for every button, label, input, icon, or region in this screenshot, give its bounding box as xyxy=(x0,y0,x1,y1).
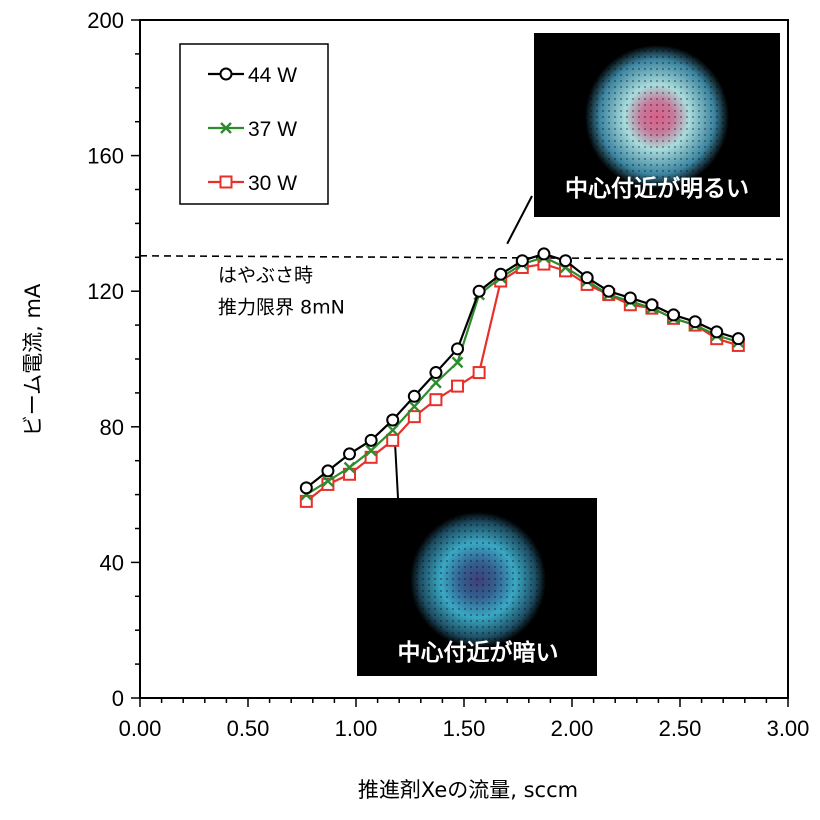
data-point xyxy=(429,366,443,380)
legend-item: 30 W xyxy=(208,172,297,195)
reference-line xyxy=(139,255,789,261)
y-tick-label: 160 xyxy=(87,144,124,169)
legend-label: 30 W xyxy=(248,172,297,195)
tick-labels: 0.00 0.50 1.00 1.50 2.00 2.50 3.00 0 40 80 120 160 2… xyxy=(87,8,809,741)
data-point xyxy=(623,291,637,305)
legend-item: 37 W xyxy=(208,118,297,141)
x-tick-label: 0.50 xyxy=(227,716,270,741)
pointer-bright xyxy=(506,195,533,245)
legend: 44 W 37 W 30 W xyxy=(179,43,329,205)
data-point xyxy=(451,379,465,393)
x-tick-label: 0.00 xyxy=(119,716,162,741)
reference-label-line1: はやぶさ時 xyxy=(218,264,313,286)
data-point xyxy=(430,376,442,389)
y-tick-label: 40 xyxy=(100,550,124,575)
y-tick-label: 80 xyxy=(100,415,124,440)
legend-marker xyxy=(219,175,233,189)
data-point xyxy=(408,400,421,413)
data-point xyxy=(559,254,573,268)
data-point xyxy=(580,271,594,285)
y-tick-label: 0 xyxy=(112,686,124,711)
data-point xyxy=(343,447,357,461)
legend-marker xyxy=(220,122,232,134)
caption-dark: 中心付近が暗い xyxy=(398,639,559,666)
legend-label: 37 W xyxy=(248,118,297,141)
y-tick-label: 200 xyxy=(87,8,124,33)
x-tick-label: 1.50 xyxy=(443,716,486,741)
data-point xyxy=(343,461,356,474)
data-point xyxy=(407,389,421,403)
data-point xyxy=(710,325,724,339)
axis-ticks xyxy=(131,19,789,707)
data-point xyxy=(731,332,745,346)
data-point xyxy=(386,424,399,437)
caption-bright: 中心付近が明るい xyxy=(565,175,749,202)
legend-marker xyxy=(219,67,233,81)
legend-label: 44 W xyxy=(248,64,297,87)
data-point xyxy=(472,284,486,298)
series-30w xyxy=(299,257,745,508)
data-point xyxy=(537,247,551,261)
data-point xyxy=(645,298,659,312)
y-axis-title: ビーム電流, mA xyxy=(21,283,45,436)
x-tick-label: 1.00 xyxy=(335,716,378,741)
data-point xyxy=(364,433,378,447)
series-line xyxy=(305,262,739,503)
x-axis-title: 推進剤Xeの流量, sccm xyxy=(358,778,578,802)
data-point xyxy=(494,267,508,281)
image-dark-center: 中心付近が暗い xyxy=(357,498,597,676)
data-point xyxy=(386,413,400,427)
pointer-dark xyxy=(393,440,399,499)
data-point xyxy=(365,444,377,457)
data-point xyxy=(472,366,486,380)
data-point xyxy=(667,308,681,322)
data-point xyxy=(688,315,702,329)
data-point xyxy=(451,356,464,369)
legend-item: 44 W xyxy=(208,64,297,87)
x-tick-label: 2.50 xyxy=(659,716,702,741)
image-bright-center: 中心付近が明るい xyxy=(534,33,780,217)
data-point xyxy=(602,284,616,298)
data-point xyxy=(451,342,465,356)
data-series xyxy=(299,247,745,508)
data-point xyxy=(386,433,400,447)
reference-label-line2: 推力限界 8mN xyxy=(218,296,345,318)
data-point xyxy=(299,481,313,495)
data-point xyxy=(515,254,529,268)
series-44w xyxy=(299,247,745,495)
data-point xyxy=(322,475,334,487)
data-point xyxy=(407,410,421,424)
data-point xyxy=(429,393,443,407)
x-tick-label: 2.00 xyxy=(551,716,594,741)
data-point xyxy=(321,464,335,478)
x-tick-label: 3.00 xyxy=(767,716,810,741)
y-tick-label: 120 xyxy=(87,279,124,304)
